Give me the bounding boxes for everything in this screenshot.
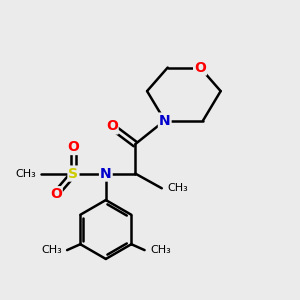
Text: O: O — [106, 119, 118, 134]
Text: S: S — [68, 167, 78, 181]
Text: N: N — [159, 114, 170, 128]
Text: CH₃: CH₃ — [150, 245, 171, 255]
Text: CH₃: CH₃ — [41, 245, 62, 255]
Text: CH₃: CH₃ — [15, 169, 36, 178]
Text: O: O — [194, 61, 206, 75]
Text: N: N — [100, 167, 112, 181]
Text: CH₃: CH₃ — [167, 183, 188, 193]
Text: O: O — [68, 140, 80, 154]
Text: O: O — [50, 187, 62, 201]
